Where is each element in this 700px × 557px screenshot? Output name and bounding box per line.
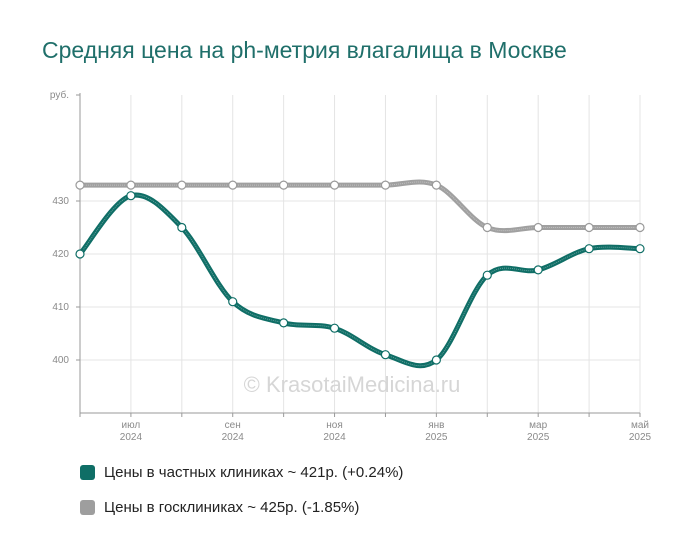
series [75, 179, 645, 369]
legend-swatch-public [80, 500, 95, 515]
watermark: © KrasotaiMedicina.ru [244, 372, 461, 397]
data-point [329, 180, 340, 190]
series-private [75, 191, 645, 369]
data-point [380, 180, 391, 190]
data-point [431, 355, 441, 365]
data-point [329, 323, 340, 333]
y-tick-label: 400 [52, 355, 69, 366]
series-line [77, 192, 643, 369]
y-tick-label: 420 [52, 249, 69, 260]
legend-label-private: Цены в частных клиниках ~ 421р. (+0.24%) [104, 464, 404, 481]
x-tick-label: янв [428, 420, 444, 431]
data-point [279, 180, 289, 190]
data-point [635, 244, 645, 254]
data-point [75, 180, 85, 190]
series-public [75, 179, 645, 234]
data-point [228, 297, 238, 307]
axes [76, 93, 641, 417]
data-point [177, 222, 187, 233]
y-tick-label: 410 [52, 302, 69, 313]
data-point [533, 222, 543, 233]
legend-item-public[interactable]: Цены в госклиниках ~ 425р. (-1.85%) [80, 499, 359, 516]
data-point [126, 180, 136, 190]
x-tick-label: ноя [326, 420, 343, 431]
data-point [431, 180, 441, 190]
data-point [533, 265, 543, 275]
data-point [126, 191, 136, 201]
legend-item-private[interactable]: Цены в частных клиниках ~ 421р. (+0.24%) [80, 464, 403, 481]
data-point [75, 249, 85, 259]
x-tick-label: июл [122, 420, 141, 431]
legend-swatch-private [80, 465, 95, 480]
x-tick-label-year: 2024 [222, 432, 245, 443]
x-tick-label: мар [529, 420, 547, 431]
data-point [177, 180, 187, 190]
grid [79, 95, 641, 413]
data-point [380, 350, 391, 360]
data-point [228, 180, 238, 190]
x-tick-label: май [631, 420, 649, 431]
x-tick-label-year: 2025 [629, 432, 652, 443]
data-point [279, 318, 289, 328]
series-line-texture [79, 181, 640, 232]
x-tick-label-year: 2024 [323, 432, 346, 443]
axis-labels: 400410420430руб.июл2024сен2024ноя2024янв… [50, 89, 652, 443]
x-tick-label-year: 2025 [425, 432, 448, 443]
x-tick-label: сен [225, 420, 241, 431]
data-point [482, 222, 492, 233]
x-tick-label-year: 2025 [527, 432, 550, 443]
chart-title: Средняя цена на ph-метрия влагалища в Мо… [42, 37, 567, 63]
y-tick-label: 430 [52, 196, 69, 207]
series-line [77, 179, 643, 234]
data-point [482, 270, 492, 280]
data-point [635, 222, 645, 233]
x-tick-label-year: 2024 [120, 432, 143, 443]
data-point [584, 244, 594, 254]
y-axis-unit-label: руб. [50, 89, 69, 101]
legend-label-public: Цены в госклиниках ~ 425р. (-1.85%) [104, 499, 360, 516]
data-point [584, 222, 594, 233]
